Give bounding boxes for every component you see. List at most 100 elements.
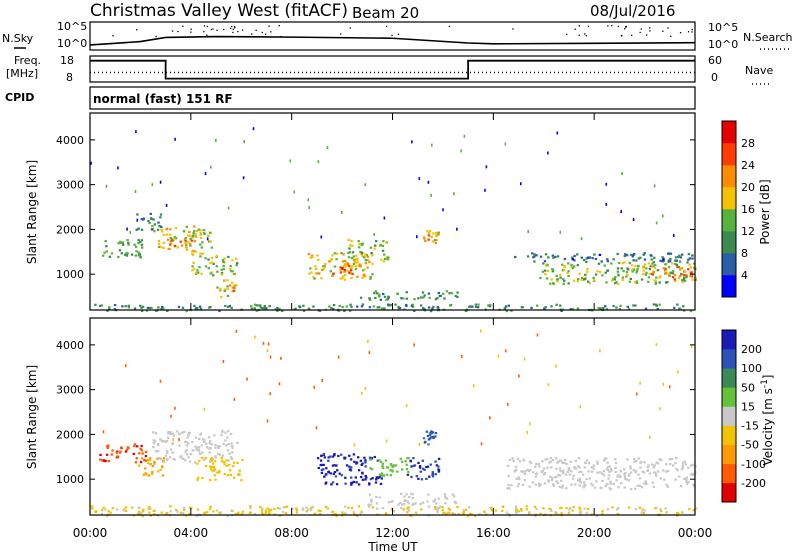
- scatter-cell: [116, 455, 119, 458]
- scatter-cell: [276, 507, 280, 510]
- scatter-cell: [353, 258, 356, 261]
- scatter-cell: [636, 484, 640, 487]
- speckle-cell: [151, 183, 154, 187]
- speckle-cell: [134, 190, 137, 193]
- scatter-cell: [542, 507, 545, 510]
- scatter-cell: [182, 457, 185, 460]
- scatter-cell: [208, 507, 212, 510]
- colorbar-tick-label: -50: [741, 439, 759, 452]
- scatter-cell: [633, 460, 636, 463]
- scatter-cell: [551, 270, 555, 273]
- scatter-cell: [224, 431, 227, 434]
- nsearch-point: [584, 33, 586, 35]
- scatter-cell: [151, 225, 154, 228]
- scatter-cell: [185, 449, 189, 452]
- scatter-cell: [226, 287, 229, 290]
- scatter-cell: [652, 265, 655, 268]
- scatter-cell: [212, 274, 215, 277]
- scatter-cell: [421, 459, 424, 462]
- speckle-cell: [254, 335, 256, 339]
- scatter-cell: [431, 240, 435, 243]
- scatter-cell: [215, 509, 219, 512]
- scatter-cell: [614, 276, 617, 279]
- scatter-cell: [220, 433, 223, 437]
- scatter-cell: [417, 477, 420, 480]
- scatter-cell: [230, 281, 234, 284]
- scatter-cell: [341, 511, 344, 514]
- scatter-cell: [546, 458, 549, 461]
- scatter-cell: [405, 493, 408, 496]
- scatter-cell: [384, 459, 388, 462]
- scatter-cell: [658, 281, 661, 284]
- scatter-cell: [195, 448, 198, 451]
- scatter-cell: [204, 457, 207, 460]
- scatter-cell: [364, 459, 367, 462]
- scatter-cell: [185, 310, 188, 313]
- scatter-cell: [677, 277, 681, 280]
- scatter-cell: [350, 483, 353, 486]
- scatter-cell: [325, 467, 328, 470]
- scatter-cell: [685, 276, 688, 279]
- scatter-cell: [348, 264, 351, 268]
- scatter-cell: [153, 223, 157, 226]
- speckle-cell: [289, 159, 292, 163]
- scatter-cell: [281, 309, 284, 312]
- scatter-cell: [635, 281, 639, 285]
- nsearch-point: [585, 35, 587, 37]
- scatter-cell: [184, 242, 187, 245]
- scatter-cell: [371, 506, 375, 509]
- scatter-cell: [262, 307, 265, 310]
- scatter-cell: [567, 270, 570, 273]
- scatter-cell: [535, 472, 539, 475]
- scatter-cell: [639, 256, 642, 259]
- scatter-cell: [680, 253, 684, 256]
- scatter-cell: [342, 253, 345, 256]
- scatter-cell: [120, 252, 124, 255]
- scatter-cell: [231, 290, 234, 293]
- scatter-cell: [582, 278, 585, 281]
- speckle-cell: [485, 165, 488, 169]
- nsearch-point: [587, 25, 590, 27]
- scatter-cell: [511, 457, 514, 460]
- scatter-cell: [451, 493, 454, 496]
- scatter-cell: [309, 509, 313, 512]
- scatter-cell: [364, 478, 367, 481]
- scatter-cell: [634, 304, 637, 307]
- scatter-cell: [322, 268, 325, 271]
- scatter-cell: [478, 513, 481, 516]
- scatter-cell: [188, 506, 192, 509]
- scatter-cell: [550, 476, 554, 479]
- scatter-cell: [691, 278, 694, 281]
- scatter-cell: [325, 481, 328, 484]
- scatter-cell: [567, 511, 571, 514]
- scatter-cell: [194, 232, 197, 235]
- scatter-cell: [203, 440, 206, 444]
- scatter-cell: [209, 261, 212, 264]
- scatter-cell: [205, 446, 209, 449]
- scatter-cell: [635, 259, 638, 262]
- scatter-cell: [230, 456, 233, 459]
- scatter-cell: [162, 246, 165, 249]
- scatter-cell: [326, 507, 329, 510]
- scatter-cell: [378, 306, 381, 309]
- scatter-cell: [102, 459, 106, 462]
- scatter-cell: [505, 310, 508, 313]
- scatter-cell: [195, 514, 198, 518]
- scatter-cell: [674, 259, 677, 262]
- scatter-cell: [339, 269, 342, 272]
- scatter-cell: [319, 509, 322, 513]
- scatter-cell: [148, 507, 152, 510]
- scatter-cell: [327, 456, 330, 459]
- scatter-cell: [178, 444, 181, 447]
- scatter-cell: [553, 476, 557, 479]
- scatter-cell: [207, 436, 211, 439]
- scatter-cell: [601, 479, 604, 482]
- speckle-cell: [442, 208, 444, 212]
- scatter-cell: [191, 269, 194, 272]
- scatter-cell: [111, 506, 115, 510]
- nsearch-point: [625, 25, 627, 28]
- scatter-cell: [142, 473, 146, 476]
- scatter-cell: [139, 461, 143, 464]
- scatter-cell: [181, 431, 184, 434]
